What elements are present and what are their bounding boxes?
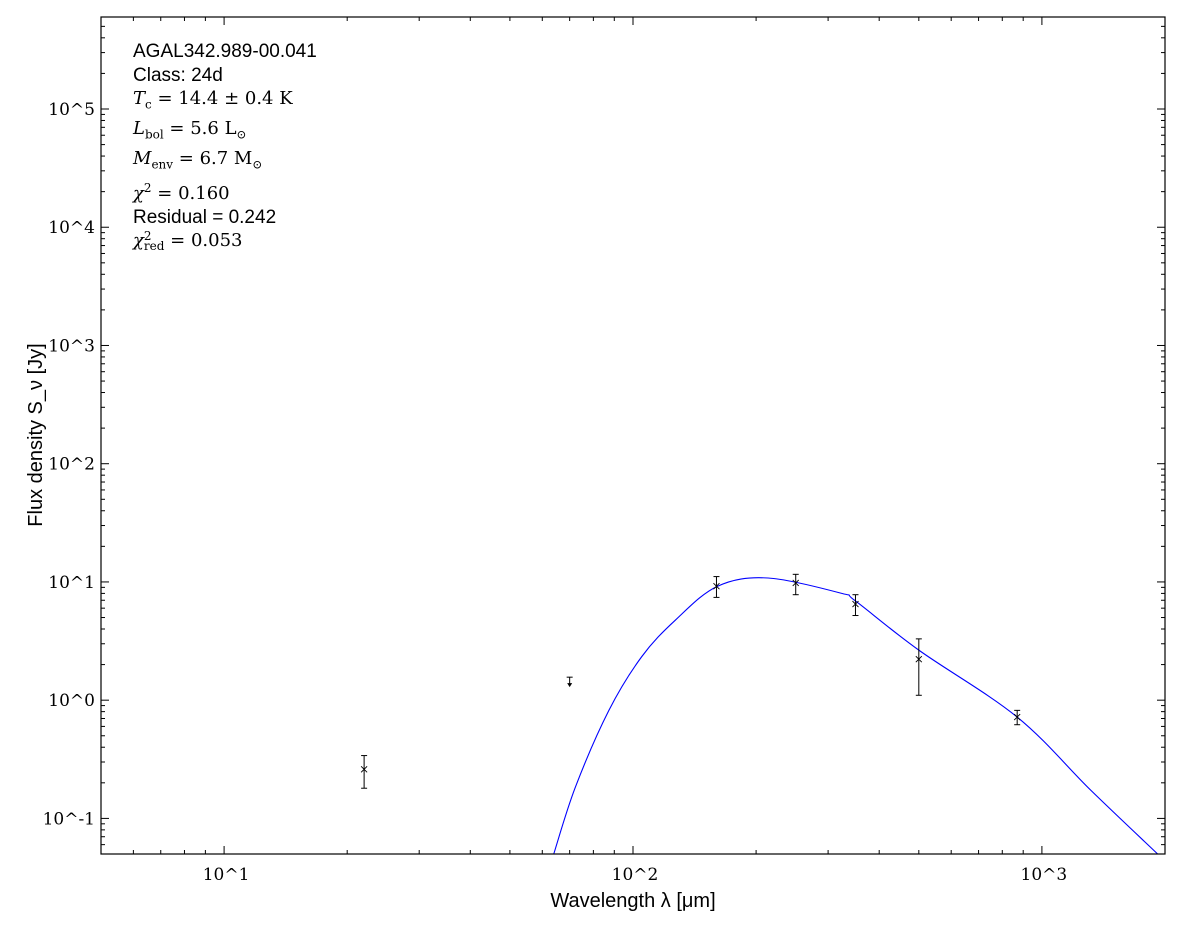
x-marker — [792, 579, 800, 587]
reduced-chi-squared: χ 2 red = 0.053 — [133, 229, 243, 254]
y-tick-label: 10^4 — [48, 218, 95, 238]
envelope-mass: Menv = 6.7 M⊙ — [133, 148, 263, 172]
x-marker — [915, 655, 923, 663]
data-point — [852, 594, 859, 617]
data-point — [360, 755, 368, 789]
residual: Residual = 0.242 — [133, 206, 277, 228]
data-point — [792, 573, 800, 596]
data-point — [1013, 709, 1021, 726]
y-tick-label: 10^5 — [48, 100, 95, 120]
luminosity: Lbol = 5.6 L⊙ — [133, 118, 247, 142]
data-point — [915, 638, 923, 696]
model-curve — [553, 577, 1159, 855]
x-marker — [852, 600, 859, 608]
chi-squared: χ2 = 0.160 — [133, 181, 230, 205]
x-marker — [1013, 713, 1021, 721]
data-points — [360, 573, 1021, 789]
x-marker — [360, 766, 368, 773]
y-tick-label: 10^2 — [48, 455, 95, 475]
y-tick-label: 10^3 — [48, 336, 95, 356]
temperature: Tc = 14.4 ± 0.4 K — [133, 88, 293, 112]
x-marker — [713, 582, 720, 590]
x-tick-label: 10^2 — [612, 865, 659, 885]
upper-limit-point — [566, 676, 573, 688]
tick-labels: 10^1 10^2 10^3 10^-1 10^0 10^1 10^2 10^3… — [43, 100, 1068, 885]
source-name: AGAL342.989-00.041 — [133, 41, 317, 62]
y-tick-label: 10^-1 — [43, 809, 95, 829]
data-point — [713, 576, 720, 598]
class-label: Class: 24d — [133, 64, 223, 86]
y-tick-label: 10^0 — [48, 691, 95, 711]
x-axis-label: Wavelength λ [μm] — [550, 890, 715, 912]
y-axis-label: Flux density S_ν [Jy] — [25, 343, 47, 526]
limit-arrow-head — [567, 683, 573, 688]
x-tick-label: 10^1 — [203, 865, 250, 885]
x-tick-label: 10^3 — [1021, 865, 1068, 885]
plot-frame — [100, 16, 1166, 855]
fit-annotation: AGAL342.989-00.041 Class: 24d Tc = 14.4 … — [133, 40, 317, 253]
y-tick-label: 10^1 — [48, 573, 95, 593]
axis-ticks — [100, 16, 1166, 855]
